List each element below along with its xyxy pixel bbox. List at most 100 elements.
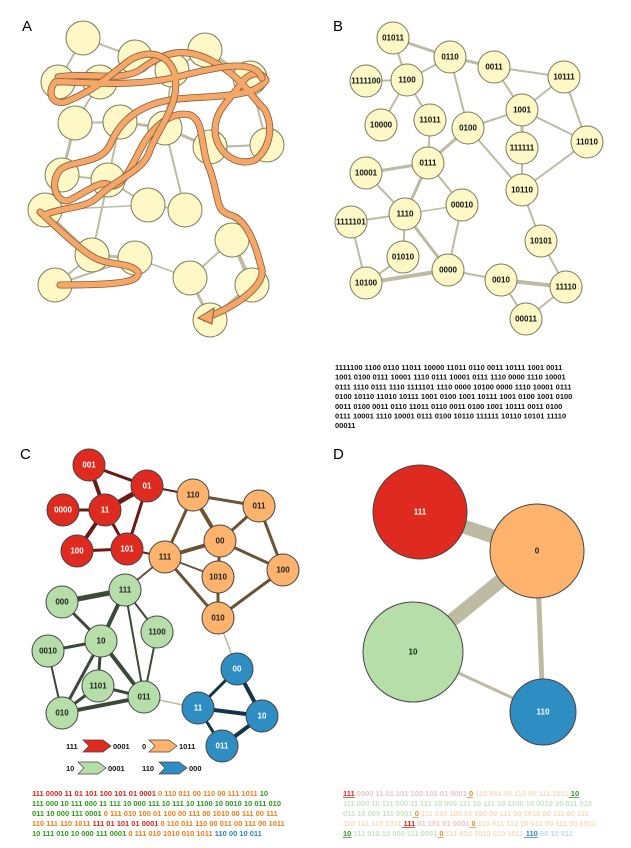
- panel-c-node-label: 1101: [89, 682, 107, 691]
- panel-d-sequence-segment: 00 10 011: [538, 829, 573, 838]
- panel-d-sequence: 111 0000 11 01 101 100 101 01 0001 0 110…: [343, 789, 596, 838]
- panel-c-legend-from: 10: [66, 764, 74, 773]
- panel-a-graph: [27, 20, 285, 338]
- panel-b-node: [390, 63, 424, 97]
- panel-b-node: [484, 263, 518, 297]
- panel-c-node-label: 0000: [54, 506, 72, 515]
- panel-b-node-label: 0111: [420, 159, 437, 168]
- panel-a-node: [167, 192, 203, 228]
- panel-c-sequence-segment: 111 0000 11 01 101 100 101 01 0001: [32, 789, 156, 798]
- panel-b-node: [524, 224, 558, 258]
- panel-c-sequence-segment: 111 01 101 01 0001: [90, 819, 158, 828]
- panel-c-node-label: 000: [55, 598, 69, 607]
- panel-b-node: [547, 60, 581, 94]
- panel-b-node-label: 11110: [556, 283, 577, 292]
- panel-b-node: [505, 131, 539, 165]
- panel-d-node: [372, 464, 468, 560]
- panel-b-node-label: 1110: [397, 210, 414, 219]
- panel-d-node: [509, 678, 577, 746]
- panel-c-sequence-segment: 110 111 110 1011: [32, 819, 90, 828]
- panel-c-green-node: [31, 634, 65, 668]
- panel-c-green-node: [81, 669, 115, 703]
- panel-b-node-label: 11011: [419, 116, 441, 125]
- panel-d-sequence-line: 111 000 10 111 000 11 111 10 000 111 10 …: [343, 799, 592, 808]
- panel-b-node-label: 10111: [553, 73, 575, 82]
- panel-c-node-label: 10: [258, 712, 267, 721]
- panel-d-sequence-line: 10 111 010 10 000 111 0001 0 111 010 101…: [343, 829, 573, 838]
- panel-b-node: [477, 50, 511, 84]
- panel-b-node: [413, 103, 447, 137]
- panel-c-legend-arrow: [82, 739, 112, 753]
- panel-c-sequence-segment: 011 10 000 111 0001: [32, 809, 102, 818]
- panel-b-sequence-line: 00011: [335, 421, 355, 430]
- panel-c-orange-node: [203, 524, 237, 558]
- panel-c-sequence-segment: 10: [258, 789, 268, 798]
- panel-b-sequence-line: 1001 0100 0111 10001 1110 0111 10001 011…: [335, 373, 566, 382]
- panel-c-node-label: 101: [120, 545, 134, 554]
- panel-c-node-label: 01: [143, 482, 152, 491]
- panel-c-red-node: [72, 448, 106, 482]
- panel-d-sequence-segment: 110 111 110 1011: [343, 819, 401, 828]
- panel-c-node-label: 10: [97, 637, 106, 646]
- panel-d-sequence-highlight: 10: [569, 789, 579, 798]
- panel-d-sequence-highlight: 110: [524, 829, 538, 838]
- panel-b-node: [445, 188, 479, 222]
- panel-d-sequence-segment: 0000 11 01 101 100 101 01 0001: [355, 789, 467, 798]
- panel-c-node-label: 00: [216, 537, 225, 546]
- panel-c-orange-node: [148, 540, 182, 574]
- panel-b-sequence-line: 1111100 1100 0110 11011 10000 11011 0110…: [335, 363, 562, 372]
- panel-b-node: [349, 64, 383, 98]
- panel-c-blue-node: [220, 652, 254, 686]
- panel-a-trajectory-arrowhead: [196, 307, 215, 325]
- panel-b-node: [334, 205, 368, 239]
- panel-b-sequence-line: 0100 10110 11010 10111 1001 0100 1001 10…: [335, 392, 572, 401]
- panel-c-red-node: [88, 493, 122, 527]
- panel-b-node: [349, 156, 383, 190]
- panel-c-orange-node: [266, 553, 300, 587]
- panel-c-orange-node: [201, 560, 235, 594]
- panel-d-label: D: [333, 446, 344, 463]
- panel-a-node: [172, 260, 208, 296]
- panel-d-sequence-highlight: 0: [469, 819, 475, 828]
- panel-c-green-node: [108, 573, 142, 607]
- panel-b-sequence-line: 0111 10001 1110 10001 0111 0100 10110 11…: [335, 412, 566, 421]
- panel-b-node: [349, 266, 383, 300]
- panel-d-sequence-highlight: 111: [401, 819, 415, 828]
- panel-b-node-label: 01011: [382, 34, 404, 43]
- panel-c-sequence-segment: 0 110 011 00 110 00 111 1011: [156, 789, 258, 798]
- panel-b-node: [431, 253, 465, 287]
- panel-c-node-label: 0010: [39, 647, 57, 656]
- panel-b-node-label: 111111: [510, 144, 535, 153]
- panel-c-green-node: [45, 696, 79, 730]
- panel-c-orange-node: [242, 489, 276, 523]
- panel-d-sequence-segment: 111 000 10 111 000 11 111 10 000 111 10 …: [343, 799, 592, 808]
- panel-b-graph: 01011 0110 0011 1111100 1100 10111 1001 10000 11…: [334, 21, 604, 336]
- panel-b-node: [549, 270, 583, 304]
- panel-b-node-label: 10100: [355, 279, 378, 288]
- panel-c-blue-node: [181, 691, 215, 725]
- panel-b-node: [505, 93, 539, 127]
- panel-c-node-label: 1010: [209, 573, 227, 582]
- panel-d-node: [489, 503, 585, 599]
- panel-d-node: [362, 601, 464, 703]
- panel-b-node: [433, 40, 467, 74]
- panel-b-node: [364, 108, 398, 142]
- panel-c-sequence-segment: 111 000 10 111 000 11 111 10 000 111 10 …: [32, 799, 281, 808]
- panel-d-sequence-highlight: 0: [437, 829, 443, 838]
- panel-c-sequence-line: 111 000 10 111 000 11 111 10 000 111 10 …: [32, 799, 281, 808]
- panel-c-sequence-line: 110 111 110 1011 111 01 101 01 0001 0 11…: [32, 819, 285, 828]
- panel-b-node: [451, 111, 485, 145]
- panel-c-node-label: 111: [159, 553, 172, 562]
- panel-c-sequence: 111 0000 11 01 101 100 101 01 0001 0 110…: [32, 789, 285, 838]
- panel-b-node: [411, 146, 445, 180]
- panel-b-node-label: 1111101: [336, 218, 366, 227]
- panel-d-sequence-line: 110 111 110 1011 111 01 101 01 0001 0 11…: [343, 819, 596, 828]
- panel-c-legend-from: 111: [66, 742, 78, 751]
- panel-d-sequence-highlight: 0: [413, 809, 419, 818]
- panel-b-node-label: 01010: [392, 253, 415, 262]
- panel-b-node-label: 10001: [355, 169, 378, 178]
- panel-c-red-node: [46, 493, 80, 527]
- panel-b-sequence-line: 0111 1110 0111 1110 1111101 1110 0000 10…: [335, 382, 572, 391]
